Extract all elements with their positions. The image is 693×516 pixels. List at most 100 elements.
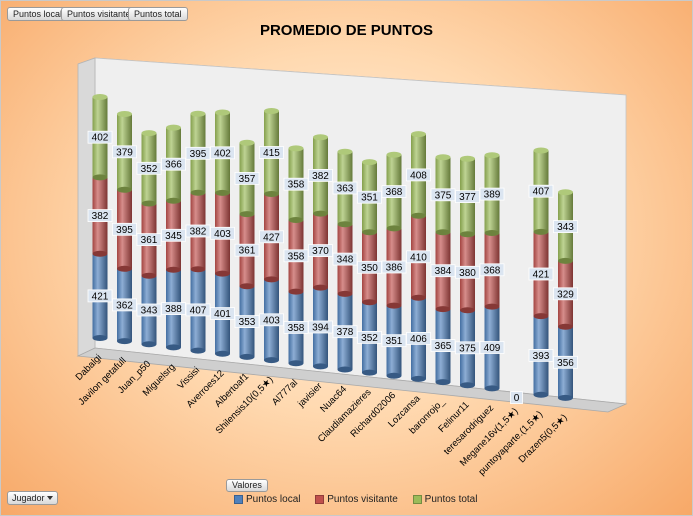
- bar-top-cap: [484, 152, 500, 159]
- bar-segment-bottom: [411, 212, 426, 219]
- legend-swatch-local: [234, 494, 243, 504]
- data-label: 409: [484, 343, 501, 354]
- data-label-box: [112, 298, 137, 312]
- data-label: 407: [190, 305, 207, 316]
- bar-segment-bottom: [190, 266, 206, 273]
- data-label: 384: [435, 266, 452, 277]
- legend-item-visitante: Puntos visitante: [315, 494, 398, 505]
- bar-segment-bottom: [288, 360, 304, 367]
- chevron-down-icon: [47, 496, 53, 500]
- values-button[interactable]: Valores: [226, 479, 268, 492]
- data-label: 351: [361, 193, 378, 204]
- data-label: 380: [459, 268, 476, 279]
- data-label: 357: [239, 174, 256, 185]
- bar-segment-bottom: [288, 288, 304, 295]
- bar-top-cap: [288, 145, 304, 152]
- data-label-box: [553, 355, 578, 369]
- bar-top-cap: [92, 94, 108, 100]
- data-label-box: [185, 303, 211, 317]
- data-label: 353: [239, 317, 256, 328]
- bar-top-cap: [264, 108, 279, 114]
- data-label: 427: [263, 232, 280, 243]
- data-label: 407: [533, 187, 550, 198]
- data-label: 329: [557, 289, 574, 300]
- data-label-box: [161, 228, 186, 242]
- data-label: 366: [165, 160, 182, 171]
- bar-segment-bottom: [337, 290, 353, 297]
- bar-segment-bottom: [141, 272, 157, 279]
- data-label: 348: [337, 255, 354, 266]
- legend: Puntos local Puntos visitante Puntos tot…: [234, 494, 489, 505]
- legend-swatch-total: [412, 494, 422, 504]
- data-label: 361: [239, 246, 256, 257]
- data-label-box: [259, 313, 284, 327]
- bar-segment-bottom: [386, 372, 402, 379]
- data-label: 386: [386, 263, 403, 274]
- data-label-box: [528, 267, 554, 281]
- bar-segment-bottom: [460, 231, 475, 238]
- bar-segment-bottom: [435, 229, 451, 236]
- bar-segment-bottom: [435, 306, 451, 313]
- bar-segment-bottom: [558, 323, 573, 330]
- bar-segment-bottom: [92, 174, 108, 181]
- data-label-box: [136, 161, 162, 175]
- legend-item-total: Puntos total: [412, 494, 478, 505]
- bar-top-cap: [386, 151, 402, 158]
- bar-segment-bottom: [411, 294, 426, 301]
- data-label: 402: [214, 148, 231, 159]
- data-label-box: [185, 224, 211, 238]
- bar-segment-bottom: [190, 189, 206, 196]
- data-label: 410: [410, 252, 427, 263]
- data-label: 358: [288, 251, 305, 262]
- bar-segment-bottom: [484, 385, 500, 392]
- data-label-box: [234, 315, 260, 329]
- data-label-box: [136, 303, 162, 317]
- bar-top-cap: [435, 154, 451, 161]
- bar-segment-bottom: [239, 283, 255, 290]
- data-label: 370: [312, 246, 329, 257]
- bar-segment-bottom: [117, 186, 132, 193]
- data-label-box: [210, 307, 235, 321]
- data-label: 345: [165, 231, 182, 242]
- bar-segment-bottom: [215, 350, 230, 357]
- bar-top-cap: [190, 110, 206, 117]
- data-label: 356: [557, 358, 574, 369]
- data-label: 361: [141, 235, 158, 246]
- data-label-box: [161, 157, 186, 171]
- data-label: 401: [214, 309, 231, 320]
- data-label: 421: [533, 270, 550, 281]
- data-label: 350: [361, 263, 378, 274]
- data-label: 375: [459, 343, 476, 354]
- data-label: 368: [386, 187, 403, 198]
- bar-segment-bottom: [92, 335, 108, 341]
- data-label-box: [332, 252, 358, 266]
- bar-segment-bottom: [215, 189, 230, 196]
- data-label-box: [479, 263, 505, 277]
- legend-label-total: Puntos total: [424, 494, 478, 505]
- bar-segment-bottom: [313, 284, 328, 291]
- field-button-puntos-total[interactable]: Puntos total: [128, 7, 188, 21]
- data-label-box: [308, 320, 333, 334]
- bar-segment-bottom: [484, 230, 500, 236]
- data-label-box: [185, 146, 211, 160]
- bar-segment-bottom: [337, 366, 353, 373]
- data-label-box: [553, 287, 578, 301]
- data-label: 363: [337, 184, 354, 195]
- jugador-filter-dropdown[interactable]: Jugador: [7, 491, 58, 505]
- data-label-box: [381, 260, 407, 274]
- data-label: 388: [165, 304, 182, 315]
- bar-segment-bottom: [313, 363, 328, 370]
- data-label-box: [455, 341, 480, 355]
- field-button-puntos-local[interactable]: Puntos local: [7, 7, 69, 21]
- bar-segment-bottom: [337, 221, 353, 228]
- data-label-box: [161, 302, 186, 316]
- data-label: 403: [214, 229, 231, 240]
- data-label-box: [430, 339, 456, 353]
- data-label: 395: [116, 225, 133, 236]
- bar-segment-bottom: [533, 313, 549, 320]
- data-label-box: [381, 185, 407, 199]
- bar-top-cap: [313, 134, 328, 141]
- data-label-box: [308, 244, 333, 258]
- bar-segment-bottom: [166, 197, 181, 204]
